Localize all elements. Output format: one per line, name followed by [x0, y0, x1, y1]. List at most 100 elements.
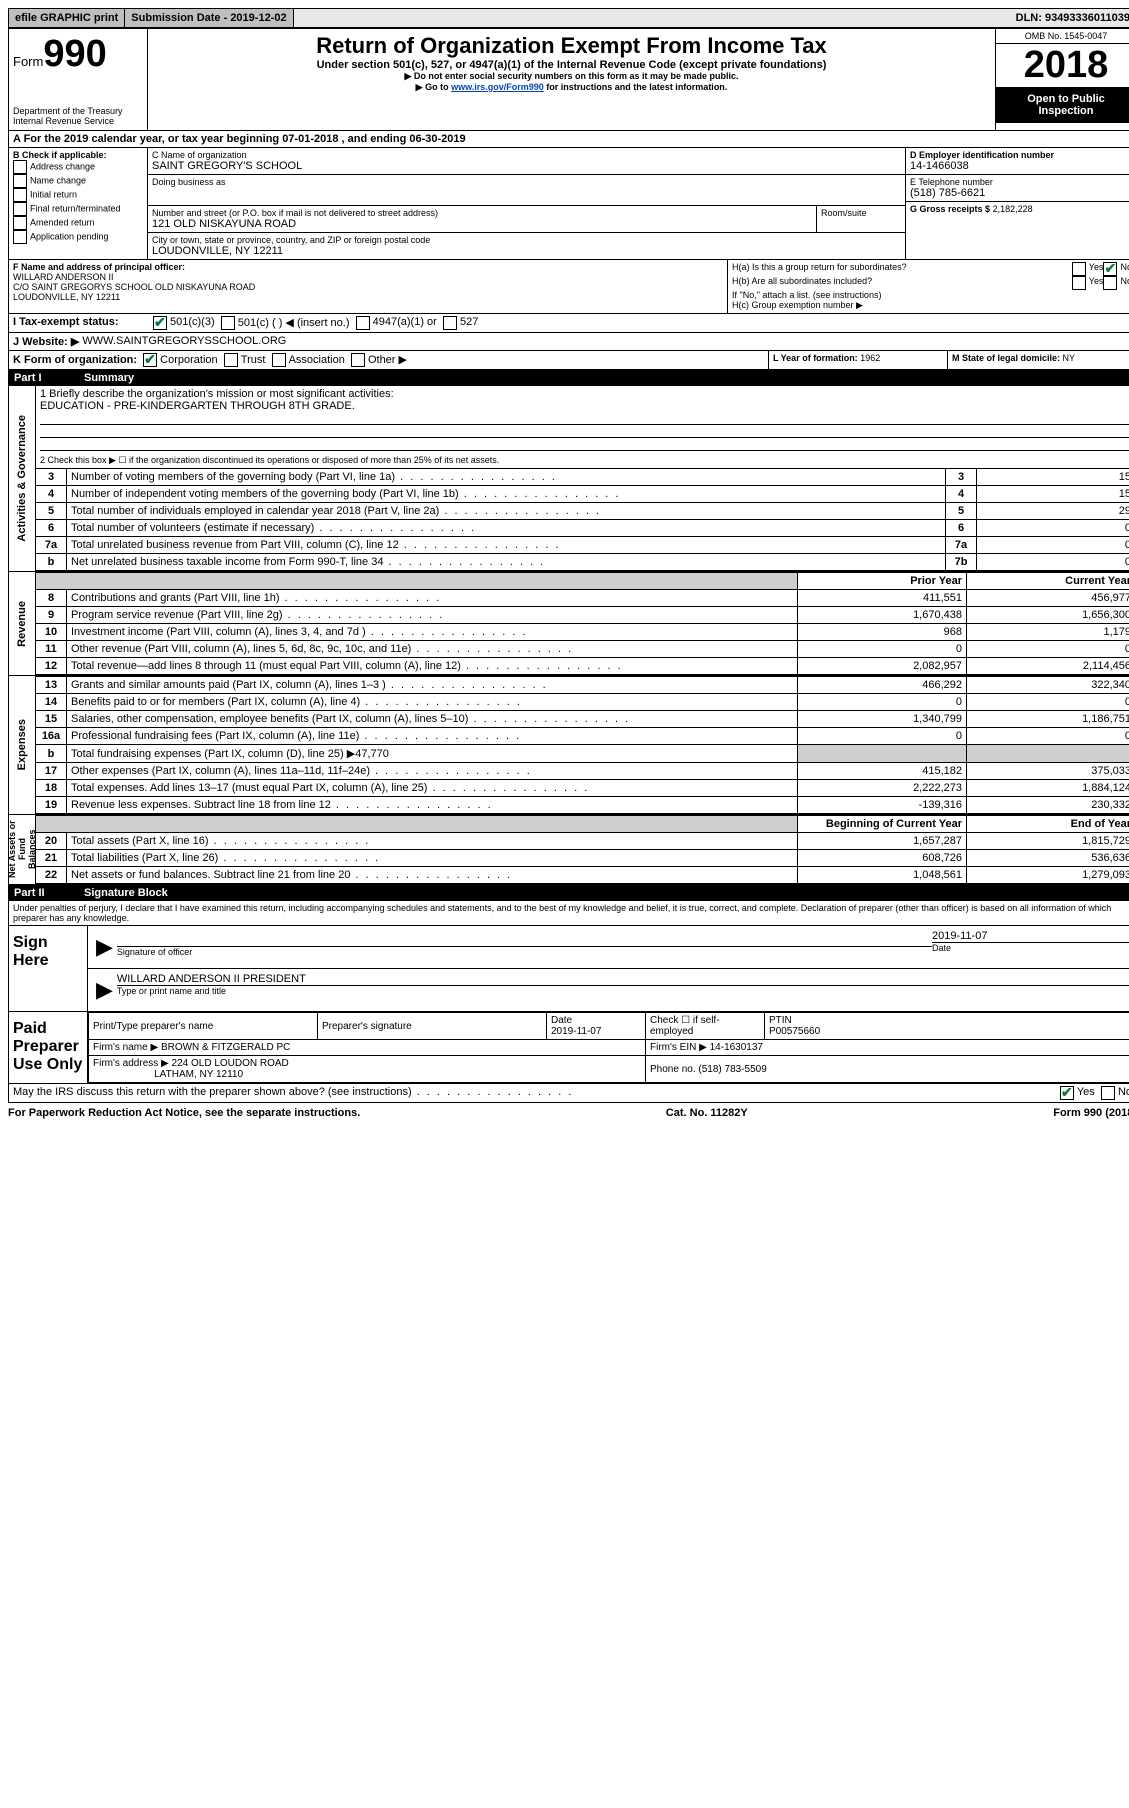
firm-ein: 14-1630137 [710, 1042, 763, 1053]
checkbox-app-pending[interactable] [13, 230, 27, 244]
lbl-4947: 4947(a)(1) or [373, 316, 437, 330]
prep-name-label: Print/Type preparer's name [93, 1021, 213, 1032]
sign-here-label: Sign Here [9, 926, 88, 1011]
prep-date-value: 2019-11-07 [551, 1026, 601, 1037]
hb-no-lbl: No [1120, 276, 1129, 290]
omb-label: OMB No. 1545-0047 [996, 29, 1129, 44]
side-activities: Activities & Governance [9, 386, 36, 571]
hb-yes[interactable] [1072, 276, 1086, 290]
cb-501c3[interactable] [153, 316, 167, 330]
form990-link[interactable]: www.irs.gov/Form990 [451, 82, 544, 92]
prep-self-label: Check ☐ if self-employed [650, 1015, 720, 1037]
prep-sig-label: Preparer's signature [322, 1021, 412, 1032]
submission-date-button[interactable]: Submission Date - 2019-12-02 [125, 9, 293, 27]
ha-no-lbl: No [1120, 262, 1129, 276]
section-f: F Name and address of principal officer:… [9, 260, 728, 313]
arrow-icon: ▶ [92, 930, 117, 964]
lbl-501c: 501(c) ( ) ◀ (insert no.) [238, 316, 350, 330]
gross-label: G Gross receipts $ [910, 204, 990, 214]
officer-l3: LOUDONVILLE, NY 12211 [13, 292, 723, 302]
city-value: LOUDONVILLE, NY 12211 [152, 245, 901, 257]
hc-label: H(c) Group exemption number ▶ [732, 300, 1129, 311]
cb-label-0: Address change [30, 161, 95, 171]
q1-value: EDUCATION - PRE-KINDERGARTEN THROUGH 8TH… [40, 400, 1129, 412]
checkbox-amended[interactable] [13, 216, 27, 230]
firm-phone-label: Phone no. [650, 1064, 696, 1075]
form-id-box: Form990 Department of the Treasury Inter… [9, 29, 148, 130]
firm-phone: (518) 783-5509 [698, 1064, 766, 1075]
lbl-501c3: 501(c)(3) [170, 316, 215, 330]
hb-note: If "No," attach a list. (see instruction… [732, 290, 1129, 300]
cb-corp[interactable] [143, 353, 157, 367]
ha-yes-lbl: Yes [1089, 262, 1104, 276]
section-m: M State of legal domicile: NY [948, 351, 1129, 369]
part2-header: Part II Signature Block [8, 885, 1129, 901]
part2-title: Signature Block [84, 887, 168, 899]
line-a: A For the 2019 calendar year, or tax yea… [8, 130, 1129, 148]
ha-yes[interactable] [1072, 262, 1086, 276]
sig-date-label: Date [932, 943, 1129, 953]
sig-name-label: Type or print name and title [117, 986, 1129, 996]
ha-label: H(a) Is this a group return for subordin… [732, 262, 1072, 276]
q2: 2 Check this box ▶ ☐ if the organization… [36, 453, 1129, 468]
side-netassets-label: Net Assets or Fund Balances [5, 815, 39, 884]
cb-assoc[interactable] [272, 353, 286, 367]
year-form-value: 1962 [860, 353, 880, 363]
sig-name: WILLARD ANDERSON II PRESIDENT [117, 973, 1129, 986]
section-j: J Website: ▶ WWW.SAINTGREGORYSSCHOOL.ORG [8, 333, 1129, 351]
note2-pre: ▶ Go to [416, 82, 451, 92]
officer-label: F Name and address of principal officer: [13, 262, 723, 272]
side-netassets: Net Assets or Fund Balances [9, 815, 36, 884]
table-revenue: Prior YearCurrent Year8Contributions and… [36, 572, 1129, 675]
website-value: WWW.SAINTGREGORYSSCHOOL.ORG [82, 335, 286, 348]
lbl-corp: Corporation [160, 354, 217, 366]
ein-value: 14-1466038 [910, 160, 1129, 172]
cb-527[interactable] [443, 316, 457, 330]
cb-501c[interactable] [221, 316, 235, 330]
sig-date: 2019-11-07 [932, 930, 1129, 943]
form-note1: ▶ Do not enter social security numbers o… [152, 71, 991, 82]
checkbox-name-change[interactable] [13, 174, 27, 188]
top-toolbar: efile GRAPHIC print Submission Date - 20… [8, 8, 1129, 28]
efile-print-button[interactable]: efile GRAPHIC print [9, 9, 125, 27]
hb-no[interactable] [1103, 276, 1117, 290]
cb-other[interactable] [351, 353, 365, 367]
addr-label: Number and street (or P.O. box if mail i… [152, 208, 812, 218]
section-b: B Check if applicable: Address change Na… [8, 148, 148, 260]
cb-label-5: Application pending [30, 231, 109, 241]
section-l: L Year of formation: 1962 [769, 351, 948, 369]
officer-l2: C/O SAINT GREGORYS SCHOOL OLD NISKAYUNA … [13, 282, 723, 292]
phone-value: (518) 785-6621 [910, 187, 1129, 199]
prep-date-label: Date [551, 1015, 572, 1026]
lbl-assoc: Association [289, 354, 345, 366]
cb-trust[interactable] [224, 353, 238, 367]
discuss-label: May the IRS discuss this return with the… [13, 1086, 412, 1098]
side-activities-label: Activities & Governance [14, 411, 30, 546]
cb-label-1: Name change [30, 175, 86, 185]
form-number: 990 [43, 33, 106, 75]
preparer-table: Print/Type preparer's name Preparer's si… [88, 1012, 1129, 1083]
section-b-label: B Check if applicable: [13, 150, 143, 160]
cb-label-2: Initial return [30, 189, 77, 199]
form-org-label: K Form of organization: [13, 354, 137, 366]
domicile-label: M State of legal domicile: [952, 353, 1060, 363]
section-k: K Form of organization: Corporation Trus… [9, 351, 769, 369]
section-h: H(a) Is this a group return for subordin… [728, 260, 1129, 313]
phone-label: E Telephone number [910, 177, 1129, 187]
discuss-no[interactable] [1101, 1086, 1115, 1100]
ha-no[interactable] [1103, 262, 1117, 276]
form-title-box: Return of Organization Exempt From Incom… [148, 29, 996, 130]
part1-title: Summary [84, 372, 134, 384]
ptin-value: P00575660 [769, 1026, 820, 1037]
part2-num: Part II [14, 887, 84, 899]
checkbox-final-return[interactable] [13, 202, 27, 216]
tax-status-label: I Tax-exempt status: [13, 316, 153, 330]
checkbox-initial-return[interactable] [13, 188, 27, 202]
irs-label: Internal Revenue Service [13, 116, 143, 126]
cb-4947[interactable] [356, 316, 370, 330]
checkbox-address-change[interactable] [13, 160, 27, 174]
year-box: OMB No. 1545-0047 2018 Open to Public In… [996, 29, 1129, 130]
discuss-yes[interactable] [1060, 1086, 1074, 1100]
hb-yes-lbl: Yes [1089, 276, 1104, 290]
firm-addr1: 224 OLD LOUDON ROAD [172, 1058, 289, 1069]
